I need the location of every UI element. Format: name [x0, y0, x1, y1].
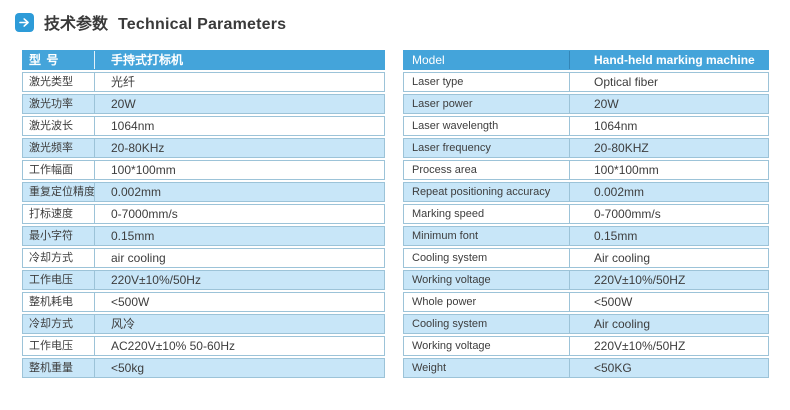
table-row: 冷却方式 air cooling [22, 248, 385, 268]
section-title-zh: 技术参数 [44, 16, 109, 33]
table-row: Repeat positioning accuracy 0.002mm [403, 182, 769, 202]
row-value: Optical fiber [594, 75, 659, 89]
row-value: 20W [594, 97, 619, 111]
row-label: Marking speed [404, 205, 570, 223]
table-row: Working voltage 220V±10%/50HZ [403, 270, 769, 290]
row-label: Cooling system [404, 315, 570, 333]
row-label: 工作幅面 [23, 161, 95, 179]
row-value: 100*100mm [111, 163, 176, 177]
row-value: <500W [594, 295, 633, 309]
table-row: Marking speed 0-7000mm/s [403, 204, 769, 224]
table-row: Whole power <500W [403, 292, 769, 312]
section-header: 技术参数 Technical Parameters [15, 10, 286, 34]
row-value: 0.15mm [111, 229, 155, 243]
row-label: Laser wavelength [404, 117, 570, 135]
table-row: 激光功率 20W [22, 94, 385, 114]
row-label: 整机重量 [23, 359, 95, 377]
row-label: 激光波长 [23, 117, 95, 135]
section-title-en: Technical Parameters [118, 16, 287, 33]
table-row: Minimum font 0.15mm [403, 226, 769, 246]
table-header-label: Model [404, 51, 570, 69]
row-value: <50KG [594, 361, 632, 375]
row-value: 0.002mm [111, 185, 162, 199]
row-label: Working voltage [404, 271, 570, 289]
row-label: 重复定位精度 [23, 183, 95, 201]
row-label: 最小字符 [23, 227, 95, 245]
table-header-value: Hand-held marking machine [594, 53, 755, 67]
table-row: 打标速度 0-7000mm/s [22, 204, 385, 224]
row-value: 光纤 [111, 75, 136, 89]
row-label: Laser power [404, 95, 570, 113]
row-label: 打标速度 [23, 205, 95, 223]
row-value: 1064nm [594, 119, 638, 133]
row-value: 100*100mm [594, 163, 659, 177]
row-value: 220V±10%/50Hz [111, 273, 201, 287]
table-row: Cooling system Air cooling [403, 314, 769, 334]
row-value: 0.15mm [594, 229, 638, 243]
table-row: Cooling system Air cooling [403, 248, 769, 268]
row-label: 整机耗电 [23, 293, 95, 311]
row-value: 220V±10%/50HZ [594, 273, 686, 287]
table-header-label: 型 号 [23, 51, 95, 69]
table-header-row: Model Hand-held marking machine [403, 50, 769, 70]
row-label: 激光频率 [23, 139, 95, 157]
section-title: 技术参数 Technical Parameters [44, 10, 286, 34]
table-row: Laser frequency 20-80KHZ [403, 138, 769, 158]
row-value: 20-80KHz [111, 141, 165, 155]
row-label: Whole power [404, 293, 570, 311]
row-label: Laser frequency [404, 139, 570, 157]
table-row: 整机耗电 <500W [22, 292, 385, 312]
table-row: Laser wavelength 1064nm [403, 116, 769, 136]
table-row: 最小字符 0.15mm [22, 226, 385, 246]
table-row: Weight <50KG [403, 358, 769, 378]
table-row: 整机重量 <50kg [22, 358, 385, 378]
row-value: 0-7000mm/s [111, 207, 178, 221]
row-value: Air cooling [594, 251, 651, 265]
row-value: <500W [111, 295, 150, 309]
row-value: <50kg [111, 361, 145, 375]
row-value: 1064nm [111, 119, 155, 133]
table-row: Laser power 20W [403, 94, 769, 114]
table-row: 重复定位精度 0.002mm [22, 182, 385, 202]
row-value: 0-7000mm/s [594, 207, 661, 221]
row-value: 20W [111, 97, 136, 111]
row-value: Air cooling [594, 317, 651, 331]
row-label: Repeat positioning accuracy [404, 183, 570, 201]
table-row: 工作电压 220V±10%/50Hz [22, 270, 385, 290]
row-label: 冷却方式 [23, 315, 95, 333]
table-row: 工作幅面 100*100mm [22, 160, 385, 180]
table-row: 激光波长 1064nm [22, 116, 385, 136]
table-row: 工作电压 AC220V±10% 50-60Hz [22, 336, 385, 356]
row-value: 220V±10%/50HZ [594, 339, 686, 353]
row-label: 冷却方式 [23, 249, 95, 267]
table-row: Process area 100*100mm [403, 160, 769, 180]
table-row: 冷却方式 风冷 [22, 314, 385, 334]
table-header-row: 型 号 手持式打标机 [22, 50, 385, 70]
row-value: 20-80KHZ [594, 141, 649, 155]
row-label: Process area [404, 161, 570, 179]
row-label: Cooling system [404, 249, 570, 267]
row-label: Minimum font [404, 227, 570, 245]
row-label: Laser type [404, 73, 570, 91]
row-value: 风冷 [111, 317, 136, 331]
row-value: air cooling [111, 251, 166, 265]
row-value: 0.002mm [594, 185, 645, 199]
table-header-value: 手持式打标机 [111, 53, 184, 67]
table-row: Working voltage 220V±10%/50HZ [403, 336, 769, 356]
spec-table-english: Model Hand-held marking machine Laser ty… [403, 50, 769, 380]
table-row: 激光类型 光纤 [22, 72, 385, 92]
table-row: 激光频率 20-80KHz [22, 138, 385, 158]
row-value: AC220V±10% 50-60Hz [111, 339, 235, 353]
row-label: 工作电压 [23, 337, 95, 355]
row-label: 工作电压 [23, 271, 95, 289]
table-row: Laser type Optical fiber [403, 72, 769, 92]
spec-table-chinese: 型 号 手持式打标机 激光类型 光纤 激光功率 20W 激光波长 1064nm … [22, 50, 385, 380]
arrow-right-icon [15, 12, 34, 32]
tables-wrap: 型 号 手持式打标机 激光类型 光纤 激光功率 20W 激光波长 1064nm … [22, 50, 769, 380]
row-label: 激光功率 [23, 95, 95, 113]
row-label: 激光类型 [23, 73, 95, 91]
row-label: Weight [404, 359, 570, 377]
row-label: Working voltage [404, 337, 570, 355]
